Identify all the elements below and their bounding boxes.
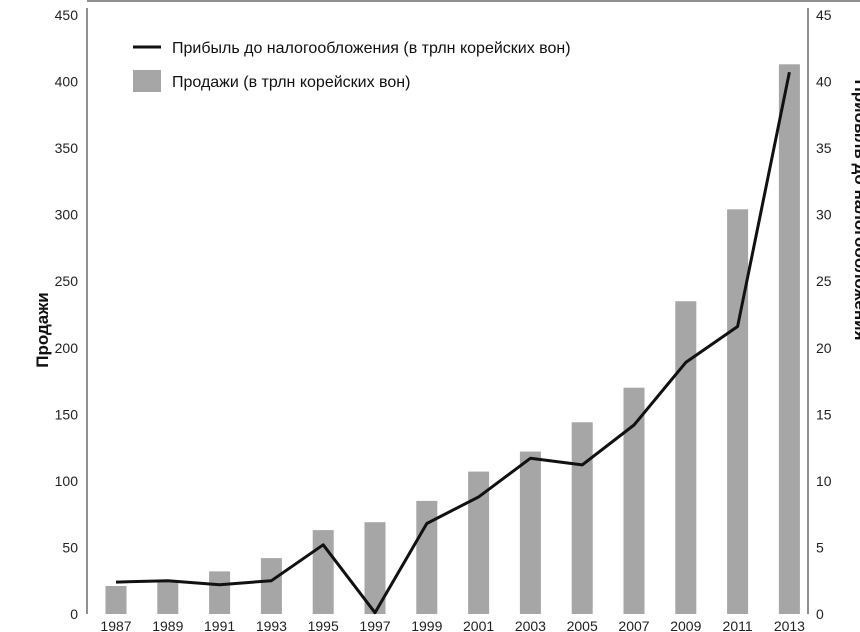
right-tick-label: 10 bbox=[816, 473, 832, 489]
sales-bar-2013 bbox=[778, 64, 800, 615]
sales-bar-2003 bbox=[519, 451, 541, 614]
sales-bars bbox=[105, 64, 800, 615]
right-tick-label: 25 bbox=[816, 273, 832, 289]
x-tick-label: 1987 bbox=[100, 618, 131, 632]
left-tick-label: 400 bbox=[55, 74, 79, 90]
x-tick-label: 2011 bbox=[723, 618, 753, 632]
x-tick-label: 1993 bbox=[256, 618, 287, 632]
sales-bar-1993 bbox=[260, 558, 282, 614]
right-tick-label: 20 bbox=[816, 340, 832, 356]
right-axis-title: Прибыль до налогообложения bbox=[851, 80, 860, 341]
legend-bar-label: Продажи (в трлн корейских вон) bbox=[172, 74, 410, 91]
right-tick-label: 35 bbox=[816, 140, 832, 156]
x-tick-label: 2007 bbox=[618, 618, 649, 632]
right-tick-label: 0 bbox=[816, 606, 824, 622]
sales-bar-1987 bbox=[105, 586, 127, 614]
legend-line-label: Прибыль до налогообложения (в трлн корей… bbox=[172, 40, 571, 57]
left-tick-label: 300 bbox=[55, 207, 79, 223]
x-tick-label: 2005 bbox=[567, 618, 598, 632]
legend-bar-swatch bbox=[133, 70, 161, 92]
x-tick-label: 1999 bbox=[411, 618, 442, 632]
profit-line-layer bbox=[115, 71, 791, 615]
legend: Прибыль до налогообложения (в трлн корей… bbox=[133, 40, 571, 92]
right-tick-label: 45 bbox=[816, 7, 832, 23]
sales-bar-1995 bbox=[312, 530, 334, 614]
sales-bar-2005 bbox=[571, 422, 593, 614]
left-tick-label: 100 bbox=[55, 473, 79, 489]
left-tick-labels: 0 50 100 150 200 250 300 350 400 450 bbox=[55, 7, 79, 622]
right-tick-label: 30 bbox=[816, 207, 832, 223]
x-tick-label: 2003 bbox=[515, 618, 546, 632]
x-tick-label: 1989 bbox=[152, 618, 183, 632]
left-tick-label: 200 bbox=[55, 340, 79, 356]
x-tick-label: 2009 bbox=[670, 618, 701, 632]
sales-bar-2001 bbox=[468, 471, 490, 614]
sales-bar-2011 bbox=[727, 209, 749, 615]
right-tick-label: 5 bbox=[816, 539, 824, 555]
profit-line bbox=[115, 71, 791, 615]
left-axis-title: Продажи bbox=[33, 292, 52, 368]
left-tick-label: 50 bbox=[62, 539, 78, 555]
sales-bar-1989 bbox=[157, 580, 179, 614]
x-tick-label: 2001 bbox=[463, 618, 494, 632]
sales-bar-1999 bbox=[416, 500, 438, 614]
right-tick-labels: 0 5 10 15 20 25 30 35 40 45 bbox=[816, 7, 832, 622]
x-tick-label: 1991 bbox=[204, 618, 235, 632]
x-tick-labels: 1987 1989 1991 1993 1995 1997 1999 2001 2003 2005… bbox=[100, 618, 805, 632]
left-tick-label: 450 bbox=[55, 7, 79, 23]
left-tick-label: 250 bbox=[55, 273, 79, 289]
sales-bar-2007 bbox=[623, 387, 645, 614]
sales-bar-2009 bbox=[675, 301, 697, 614]
left-tick-label: 350 bbox=[55, 140, 79, 156]
left-tick-label: 0 bbox=[70, 606, 78, 622]
x-tick-label: 2013 bbox=[774, 618, 805, 632]
sales-bar-1991 bbox=[209, 571, 231, 614]
left-tick-label: 150 bbox=[55, 406, 79, 422]
right-tick-label: 40 bbox=[816, 74, 832, 90]
x-tick-label: 1997 bbox=[359, 618, 390, 632]
axes bbox=[86, 0, 860, 614]
right-tick-label: 15 bbox=[816, 406, 832, 422]
x-tick-label: 1995 bbox=[308, 618, 339, 632]
sales-bar-1997 bbox=[364, 522, 386, 614]
